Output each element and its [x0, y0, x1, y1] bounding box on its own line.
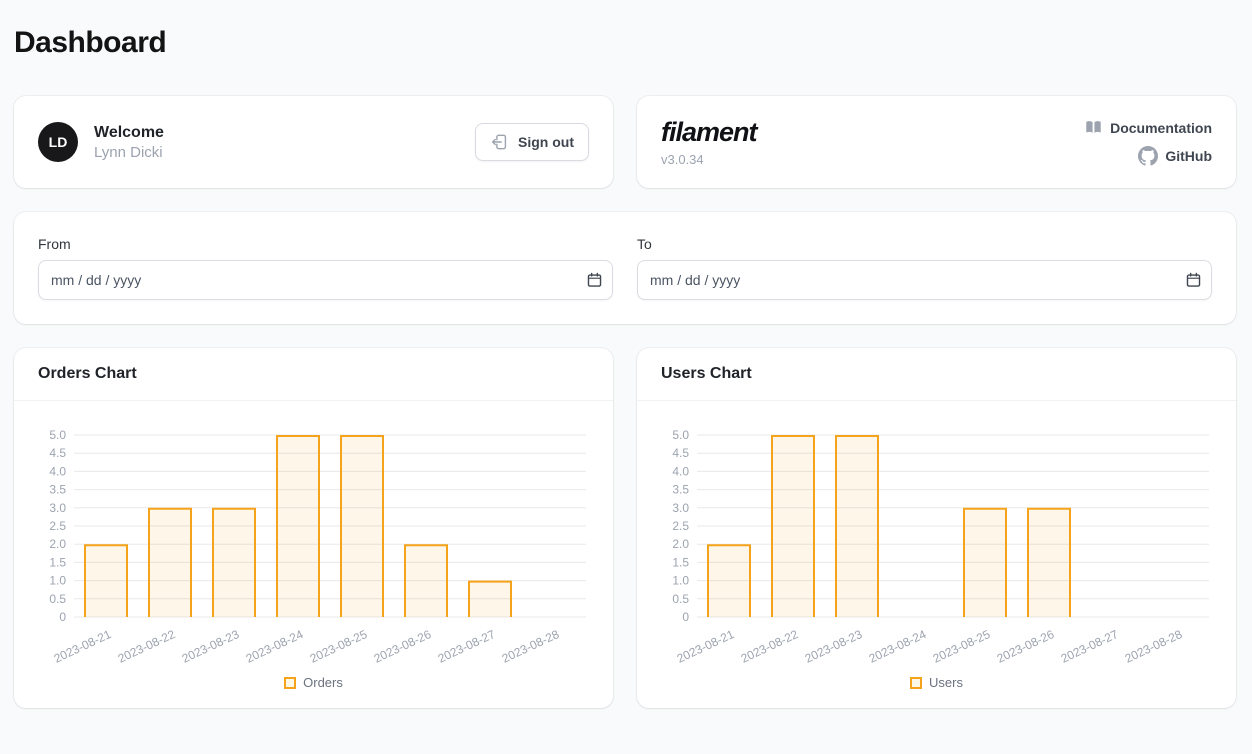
- welcome-card: LD Welcome Lynn Dicki Sign out: [14, 96, 613, 188]
- svg-text:3.0: 3.0: [49, 501, 66, 515]
- svg-text:2023-08-25: 2023-08-25: [931, 627, 993, 666]
- svg-text:3.5: 3.5: [672, 483, 689, 497]
- svg-text:2.0: 2.0: [672, 537, 689, 551]
- svg-text:3.0: 3.0: [672, 501, 689, 515]
- filament-info-card: filament v3.0.34 Documentation: [637, 96, 1236, 188]
- users-legend-item[interactable]: Users: [661, 675, 1212, 690]
- github-link[interactable]: GitHub: [1138, 146, 1212, 166]
- orders-legend-item[interactable]: Orders: [38, 675, 589, 690]
- svg-text:5.0: 5.0: [49, 428, 66, 442]
- github-icon: [1138, 146, 1159, 166]
- svg-text:2.0: 2.0: [49, 537, 66, 551]
- svg-text:2023-08-22: 2023-08-22: [116, 627, 178, 666]
- svg-text:2023-08-25: 2023-08-25: [308, 627, 370, 666]
- svg-text:2023-08-28: 2023-08-28: [500, 627, 562, 666]
- orders-bar-chart[interactable]: 0 0.5 1.0 1.5 2.0 2.5 3.0 3.5 4.0 4.5 5.0 2023-08-2…: [38, 419, 586, 669]
- svg-text:4.5: 4.5: [49, 446, 66, 460]
- svg-text:4.0: 4.0: [672, 464, 689, 478]
- svg-text:1.5: 1.5: [49, 555, 66, 569]
- svg-text:2.5: 2.5: [49, 519, 66, 533]
- welcome-greeting: Welcome: [94, 123, 164, 141]
- svg-text:2023-08-22: 2023-08-22: [739, 627, 801, 666]
- from-label: From: [38, 236, 71, 252]
- from-date-input[interactable]: [38, 260, 613, 300]
- svg-text:2.5: 2.5: [672, 519, 689, 533]
- svg-text:2023-08-23: 2023-08-23: [803, 627, 865, 666]
- orders-chart-card: Orders Chart 0 0.5 1.0 1.5 2.0 2.5 3.0 3.5 4.0 4.…: [14, 348, 613, 708]
- user-name: Lynn Dicki: [94, 143, 163, 161]
- svg-text:2023-08-21: 2023-08-21: [52, 627, 114, 666]
- svg-text:2023-08-27: 2023-08-27: [1059, 627, 1121, 666]
- svg-text:1.0: 1.0: [49, 574, 66, 588]
- svg-text:0.5: 0.5: [672, 592, 689, 606]
- svg-text:2023-08-27: 2023-08-27: [436, 627, 498, 666]
- svg-text:2023-08-21: 2023-08-21: [675, 627, 737, 666]
- svg-text:2023-08-24: 2023-08-24: [867, 627, 929, 666]
- orders-legend-label: Orders: [303, 675, 343, 690]
- users-chart-title: Users Chart: [661, 365, 752, 382]
- svg-text:2023-08-23: 2023-08-23: [180, 627, 242, 666]
- svg-text:5.0: 5.0: [672, 428, 689, 442]
- from-calendar-icon[interactable]: [586, 272, 603, 289]
- filament-logo: filament: [661, 117, 758, 147]
- page-title: Dashboard: [14, 26, 167, 59]
- documentation-label: Documentation: [1110, 119, 1212, 136]
- orders-chart-title: Orders Chart: [38, 365, 137, 382]
- documentation-link[interactable]: Documentation: [1084, 118, 1212, 137]
- sign-out-icon: [490, 132, 510, 152]
- filament-version: v3.0.34: [661, 152, 704, 167]
- sign-out-button[interactable]: Sign out: [475, 123, 589, 161]
- to-label: To: [637, 236, 652, 252]
- sign-out-label: Sign out: [518, 134, 574, 150]
- date-filter-card: From To: [14, 212, 1236, 324]
- orders-legend-swatch-icon: [284, 676, 297, 689]
- svg-text:0.5: 0.5: [49, 592, 66, 606]
- book-icon: [1084, 118, 1103, 137]
- dashboard-page: Dashboard LD Welcome Lynn Dicki Sig: [14, 26, 1236, 708]
- svg-text:1.5: 1.5: [672, 555, 689, 569]
- to-calendar-icon[interactable]: [1185, 272, 1202, 289]
- avatar: LD: [38, 122, 78, 162]
- svg-text:3.5: 3.5: [49, 483, 66, 497]
- svg-text:0: 0: [59, 610, 66, 624]
- svg-text:2023-08-24: 2023-08-24: [244, 627, 306, 666]
- svg-text:4.0: 4.0: [49, 464, 66, 478]
- svg-text:0: 0: [682, 610, 689, 624]
- svg-text:4.5: 4.5: [672, 446, 689, 460]
- users-chart-card: Users Chart 0 0.5 1.0 1.5 2.0 2.5 3.0 3.5 4.0 4.5…: [637, 348, 1236, 708]
- svg-text:2023-08-26: 2023-08-26: [995, 627, 1057, 666]
- svg-text:1.0: 1.0: [672, 574, 689, 588]
- users-legend-label: Users: [929, 675, 963, 690]
- github-label: GitHub: [1165, 148, 1212, 164]
- svg-text:2023-08-28: 2023-08-28: [1123, 627, 1185, 666]
- users-bar-chart[interactable]: 0 0.5 1.0 1.5 2.0 2.5 3.0 3.5 4.0 4.5 5.0 2023-08-2…: [661, 419, 1209, 669]
- to-date-input[interactable]: [637, 260, 1212, 300]
- users-legend-swatch-icon: [910, 676, 923, 689]
- svg-text:2023-08-26: 2023-08-26: [372, 627, 434, 666]
